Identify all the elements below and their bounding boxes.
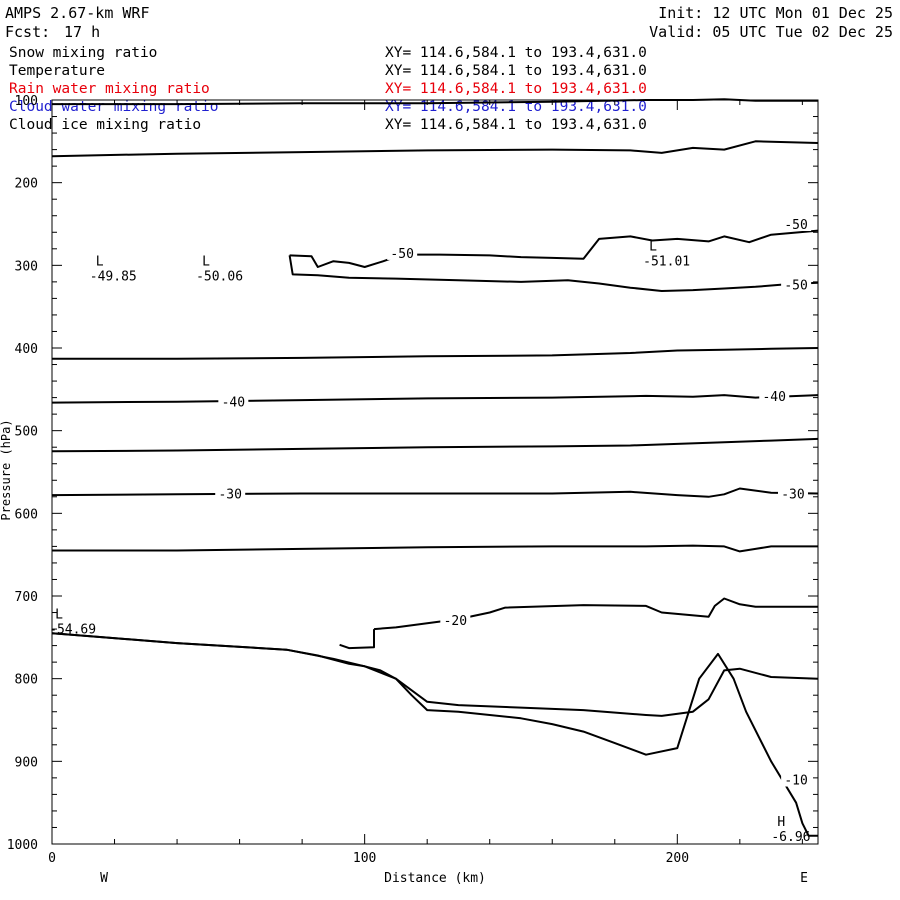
contour-label-bg	[759, 387, 790, 403]
temperature-contour	[51, 437, 819, 453]
direction-east: E	[800, 871, 808, 886]
extremum-letter: H	[777, 815, 785, 830]
temperature-contour	[51, 394, 819, 404]
contour-label: -50	[784, 218, 807, 233]
y-tick-label: 200	[15, 177, 38, 192]
temperature-contour	[339, 629, 375, 650]
contour-label-bg	[781, 216, 812, 231]
y-tick-label: 700	[15, 590, 38, 605]
legend-field-name: Cloud ice mixing ratio	[9, 117, 202, 133]
contour-labels: -50-50-50-40 -40-30 -30-20-10L-49.85L-50.0…	[49, 216, 812, 845]
temperature-contour	[52, 347, 819, 360]
legend-row: Rain water mixing ratio XY= 114.6,584.1 t…	[9, 80, 647, 98]
y-axis-label: Pressure (hPa)	[0, 419, 13, 520]
init-time: Init: 12 UTC Mon 01 Dec 25	[658, 4, 893, 22]
contour-lines	[51, 98, 819, 717]
temperature-contour	[288, 255, 819, 292]
extremum-letter: L	[55, 607, 63, 622]
terrain-layer	[51, 632, 818, 837]
contour-label-bg	[440, 611, 471, 627]
model-title: AMPS 2.67-km WRF	[5, 4, 150, 22]
terrain-line	[51, 632, 818, 837]
y-tick-label: 400	[15, 342, 38, 357]
contour-label-bg	[215, 485, 246, 501]
legend-field-extent: XY= 114.6,584.1 to 193.4,631.0	[385, 63, 647, 79]
y-tick-label: 500	[15, 425, 38, 440]
legend-row: Temperature XY= 114.6,584.1 to 193.4,631.…	[9, 62, 647, 80]
extremum-letter: L	[202, 254, 210, 269]
x-tick-label: 0	[48, 851, 56, 866]
contour-label-bg	[781, 771, 812, 787]
contour-label: -50	[390, 247, 413, 262]
forecast-label: Fcst:	[5, 23, 51, 41]
temperature-contour	[51, 140, 819, 158]
legend-row: Cloud ice mixing ratio XY= 114.6,584.1 to…	[9, 116, 647, 134]
valid-time: Valid: 05 UTC Tue 02 Dec 25	[649, 23, 893, 41]
extremum-value: -51.01	[643, 254, 690, 269]
x-tick-label: 100	[353, 851, 376, 866]
plot-frame	[51, 99, 819, 845]
legend-field-extent: XY= 114.6,584.1 to 193.4,631.0	[385, 117, 647, 133]
direction-west: W	[100, 871, 108, 886]
legend-field-extent: XY= 114.6,584.1 to 193.4,631.0	[385, 45, 647, 61]
extremum-letter: L	[96, 254, 104, 269]
extremum-value: -6.96	[771, 830, 810, 845]
y-tick-label: 600	[15, 507, 38, 522]
contour-label: -40	[762, 390, 785, 405]
contour-label-bg	[218, 393, 249, 409]
y-tick-label: 900	[15, 755, 38, 770]
x-tick-label: 200	[666, 851, 689, 866]
extremum-value: -49.85	[90, 269, 137, 284]
contour-label: -10	[784, 774, 807, 789]
legend-field-name: Snow mixing ratio	[9, 45, 158, 61]
x-axis-label: Distance (km)	[384, 871, 486, 886]
temperature-contour	[51, 632, 819, 717]
extremum-value: -54.69	[49, 622, 96, 637]
y-tick-label: 300	[15, 259, 38, 274]
y-tick-label: 800	[15, 673, 38, 688]
contour-label-bg	[781, 276, 812, 292]
legend-row: Snow mixing ratio XY= 114.6,584.1 to 193.…	[9, 44, 647, 62]
y-tick-label: 1000	[7, 838, 38, 853]
temperature-contour	[51, 487, 819, 498]
legend-field-name: Temperature	[9, 63, 106, 79]
contour-label-bg	[387, 244, 418, 260]
contour-label: -40	[222, 396, 245, 411]
legend-field-name: Rain water mixing ratio	[9, 81, 210, 97]
temperature-contour	[289, 229, 819, 268]
extremum-letter: L	[649, 239, 657, 254]
contour-label: -50	[784, 278, 807, 293]
contour-label: -20	[444, 614, 467, 629]
legend-field-extent: XY= 114.6,584.1 to 193.4,631.0	[385, 81, 647, 97]
axes: 100 200 300 400 500 600 700 800 900 1000 0 100 200 Di…	[0, 94, 819, 886]
y-tick-label: 100	[15, 94, 38, 109]
contour-label: -30	[218, 487, 241, 502]
forecast-hour: 17 h	[64, 23, 101, 41]
extremum-value: -50.06	[196, 269, 243, 284]
contour-label-bg	[777, 485, 808, 501]
temperature-contour	[52, 544, 818, 553]
contour-label: -30	[781, 487, 804, 502]
